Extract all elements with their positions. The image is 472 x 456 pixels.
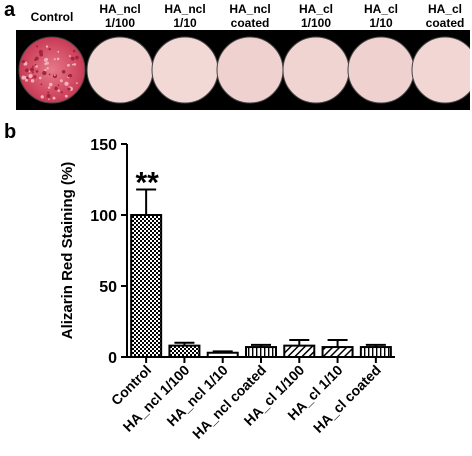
stain-speckle [71,63,74,66]
stain-speckle [67,87,71,91]
well-header-line: 1/10 [369,16,393,30]
well-header: HA_cl coated [413,2,472,30]
stain-speckle [34,56,39,61]
well-header: HA_cl 1/10 [349,2,413,30]
stain-speckle [35,45,39,48]
stain-speckle [28,70,31,73]
well-header: HA_ncl 1/100 [88,2,152,30]
stain-speckle [40,83,43,86]
stain-speckle [44,62,48,66]
well-header-line: 1/100 [300,16,332,30]
stain-speckle [67,63,70,67]
stain-speckle [61,70,66,74]
stain-speckle [64,94,68,98]
stain-speckle [48,47,51,51]
well-header-line: HA_ncl [99,2,141,16]
stain-speckle [25,78,28,82]
panel-a-label: a [4,0,16,21]
well-header-line: coated [230,16,270,30]
stain-speckle [60,91,63,94]
stain-speckle [64,81,69,86]
well-header-line: Control [30,10,74,24]
bar [206,351,239,358]
stain-speckle [33,58,36,61]
stain-speckle [42,70,47,76]
well-header-line: HA_ncl [164,2,206,16]
bar [245,346,277,358]
stain-speckle [29,67,35,72]
well-header-line: 1/100 [104,16,136,30]
stain-speckle [56,57,60,61]
stain-speckle [24,68,29,73]
stain-speckle [31,65,34,68]
stain-speckle [46,67,49,70]
stain-speckle [45,45,49,48]
stain-speckle [53,74,56,76]
stain-speckle [35,65,38,68]
stain-speckle [47,86,51,89]
well-header: HA_ncl coated [218,2,282,30]
well-header: HA_ncl 1/10 [153,2,217,30]
well-header-line: coated [425,16,465,30]
stain-speckle [46,94,51,99]
y-axis-label: Alizarin Red Staining (%) [59,162,76,340]
stain-speckle [28,74,33,79]
stain-speckle [21,75,26,80]
x-tick-label: HA_cl coated [310,362,384,436]
stain-speckle [21,59,26,64]
well-header-line: HA_cl [298,2,333,16]
bar [168,344,201,359]
stain-speckle [59,79,63,83]
stain-speckle [33,75,37,79]
y-tick-label: 50 [99,279,117,296]
stain-speckle [40,95,44,99]
stain-speckle [32,71,34,74]
stain-speckle [30,79,35,83]
well-header: HA_cl 1/100 [284,2,348,30]
stain-speckle [43,69,47,72]
stain-speckle [68,55,71,57]
stain-speckle [53,58,56,61]
stain-speckle [75,55,79,60]
significance-annotation: ** [135,166,159,199]
well-plate-image [18,36,472,104]
stain-speckle [57,50,60,53]
bar [130,214,163,358]
stain-speckle [73,63,77,66]
stain-speckle [26,76,29,80]
well-header-line: HA_cl [363,2,398,16]
stain-speckle [48,73,51,76]
well-header-line: 1/10 [173,16,197,30]
stain-speckle [70,56,75,61]
stain-speckle [57,89,60,92]
stain-speckle [35,70,39,73]
stain-speckle [43,58,48,62]
stain-speckle [52,96,56,100]
well-header-line: HA_cl [427,2,462,16]
stain-speckle [67,74,71,78]
well [411,36,472,104]
stain-speckle [72,49,76,53]
stain-speckle [48,82,53,87]
panel-b-label: b [4,121,17,143]
y-tick-label: 0 [108,350,117,367]
stain-speckle [38,76,42,80]
bar [321,346,354,358]
stain-speckle [48,98,50,100]
stain-speckle [57,84,60,87]
well-header: Control [20,10,84,24]
stain-speckle [39,52,44,57]
bar [359,346,392,358]
stain-speckle [75,82,78,85]
well-header-line: HA_ncl [229,2,271,16]
stain-speckle [47,91,50,94]
stain-speckle [54,86,58,91]
y-tick-label: 150 [90,137,117,154]
bar [283,344,316,359]
well [18,36,86,104]
y-tick-label: 100 [90,208,117,225]
well-plate [16,30,472,110]
